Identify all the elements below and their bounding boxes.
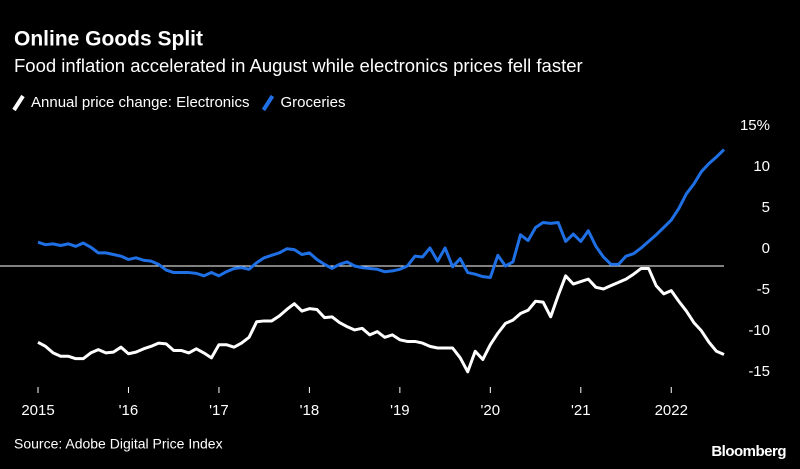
legend-label: Groceries [280,94,345,111]
legend-swatch [12,94,25,112]
x-tick-label: 2015 [21,402,54,419]
chart-subtitle: Food inflation accelerated in August whi… [14,55,583,76]
y-tick-label: 0 [762,240,770,257]
source: Source: Adobe Digital Price Index [14,436,223,452]
x-tick-label: '17 [209,402,229,419]
x-tick-label: '21 [571,402,591,419]
series-line [37,148,726,279]
y-tick-label: 15% [740,117,770,134]
legend-label: Annual price change: Electronics [31,94,249,111]
series-line [37,266,725,374]
brand: Bloomberg [711,443,786,460]
y-tick-label: 5 [762,199,770,216]
y-tick-label: -15 [748,363,770,380]
y-tick-label: -5 [757,281,770,298]
x-tick-label: '18 [300,402,320,419]
x-tick-label: '20 [481,402,501,419]
x-tick-label: '16 [119,402,139,419]
y-tick-label: -10 [748,322,770,339]
x-tick-label: '19 [390,402,410,419]
x-tick-label: 2022 [655,402,688,419]
y-tick-label: 10 [753,158,770,175]
chart-title: Online Goods Split [14,28,203,51]
legend-swatch [261,94,275,112]
